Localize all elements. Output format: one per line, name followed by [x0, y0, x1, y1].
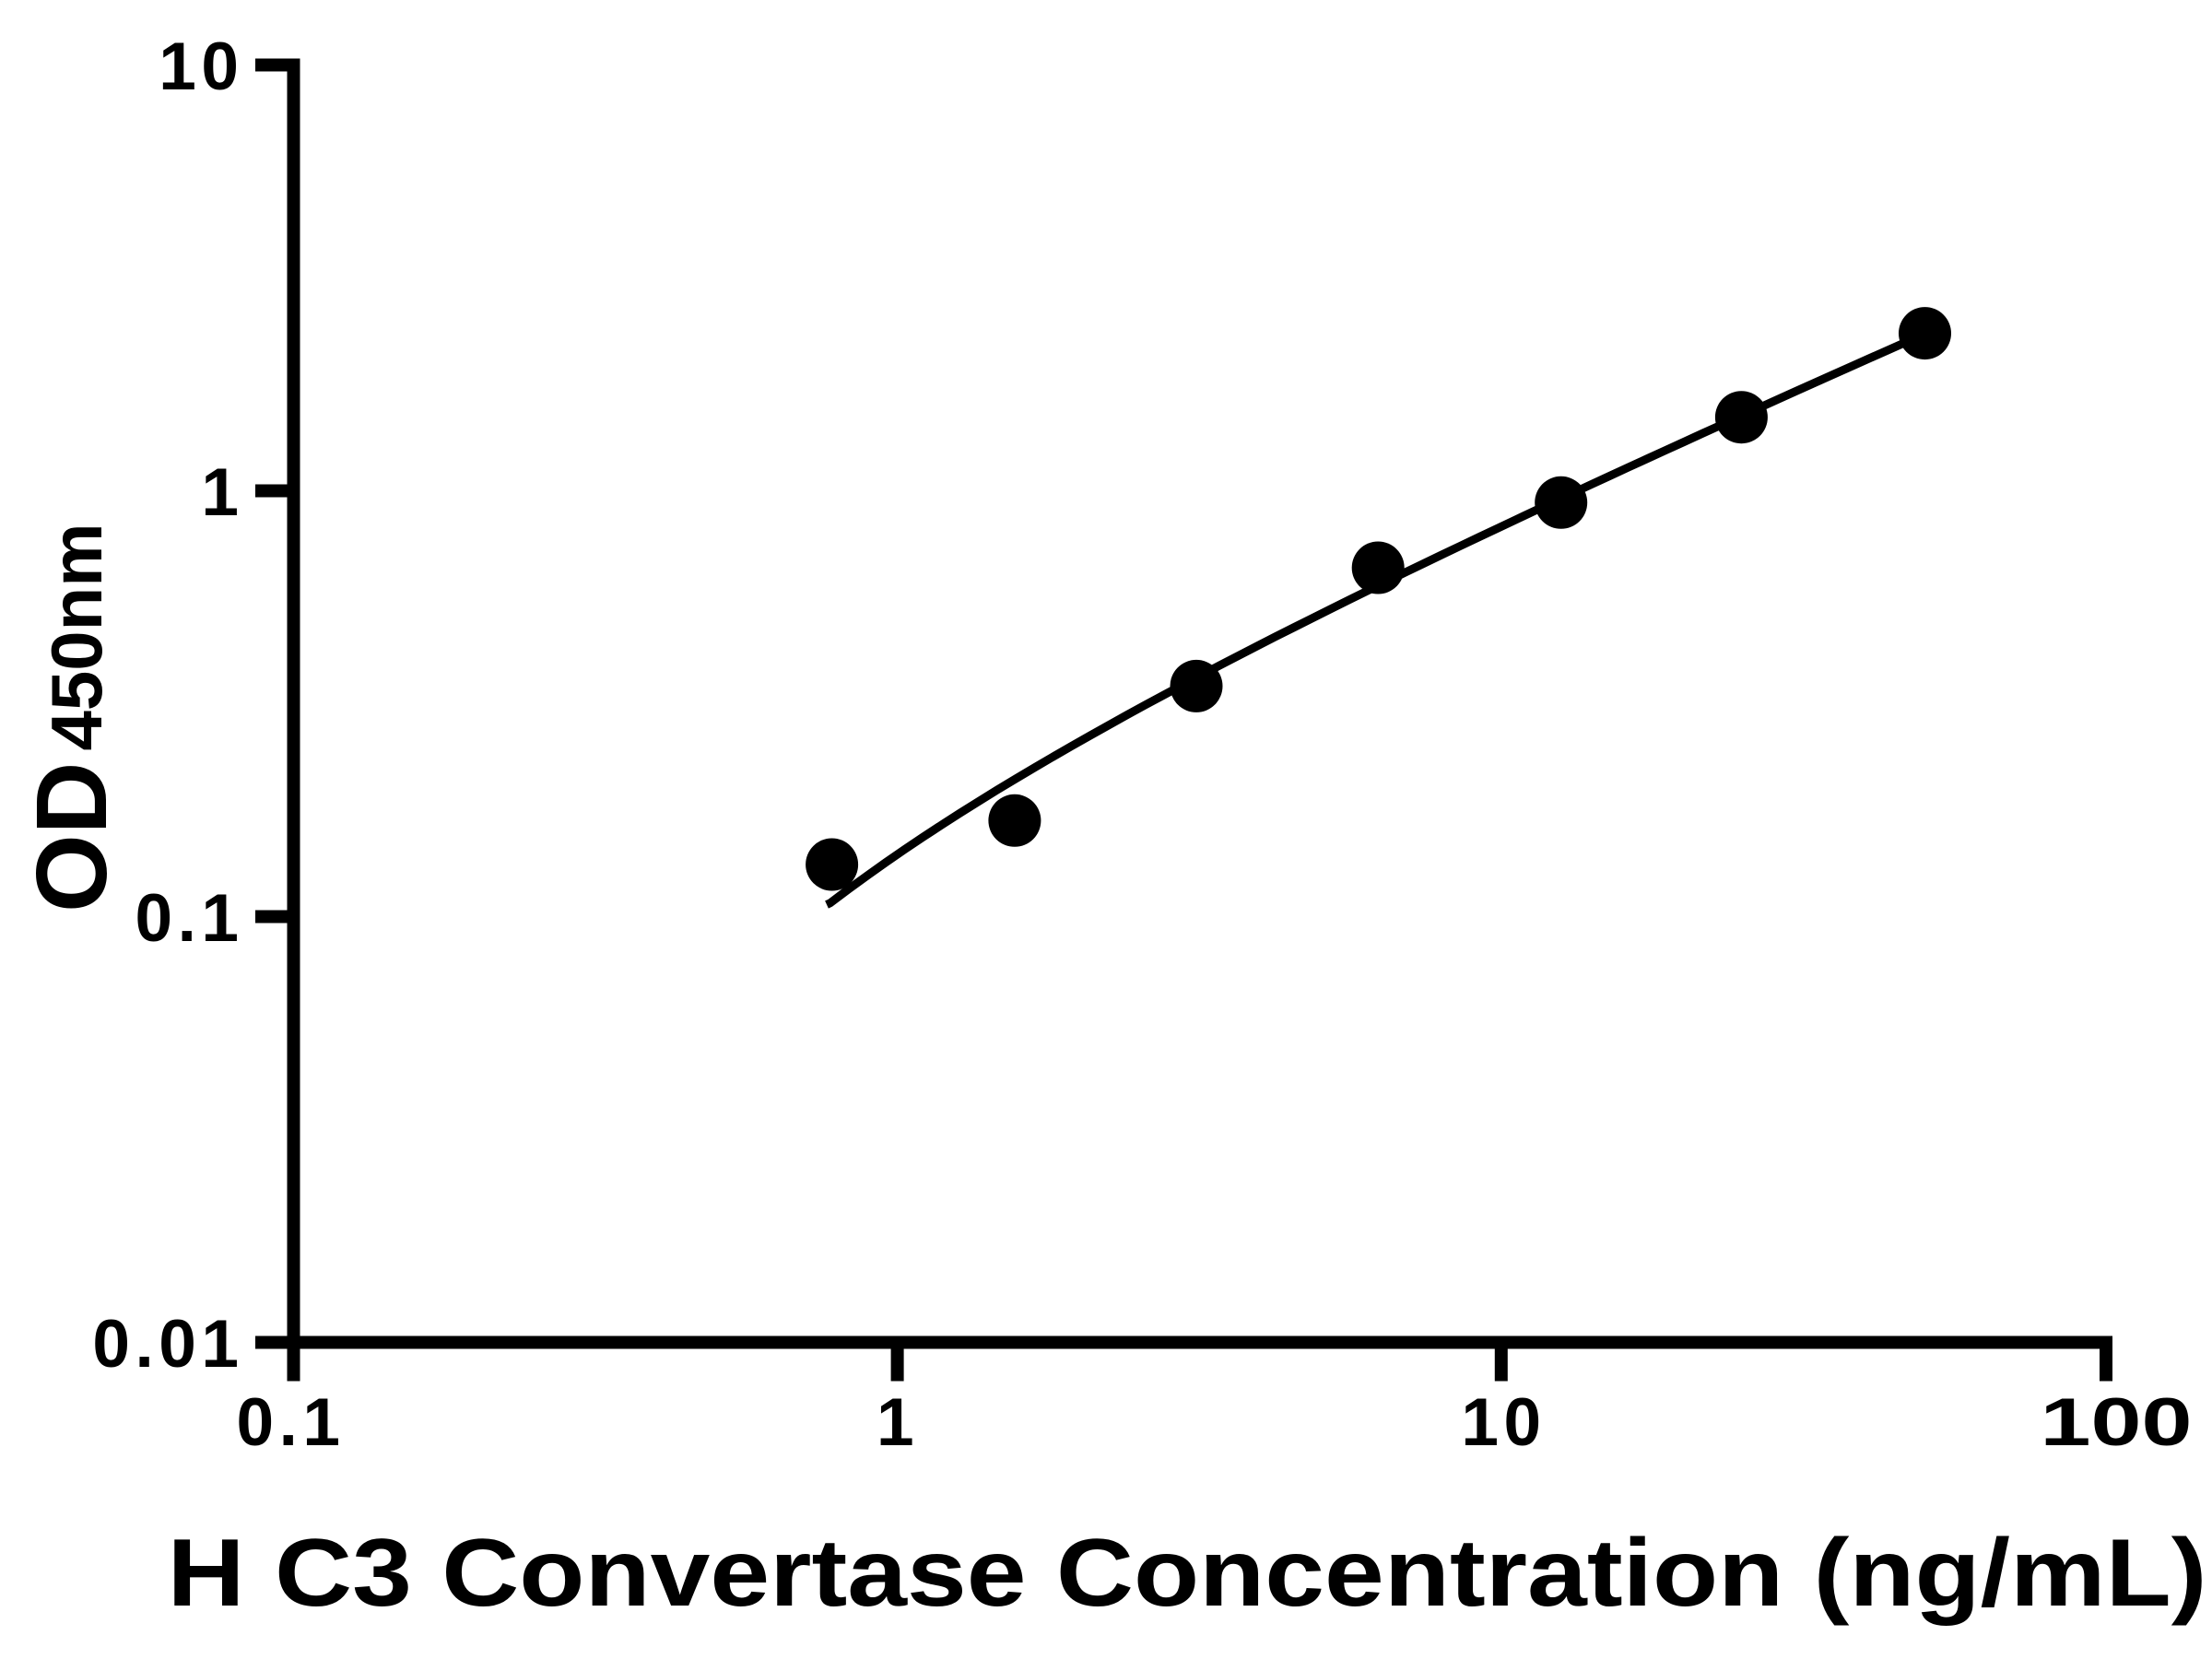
svg-text:1: 1 — [877, 1385, 919, 1460]
svg-text:0.01: 0.01 — [92, 1307, 243, 1382]
svg-text:H C3 Convertase Concentration: H C3 Convertase Concentration (ng/mL) — [168, 1520, 2207, 1627]
svg-text:0.1: 0.1 — [135, 881, 244, 956]
svg-text:1: 1 — [201, 455, 243, 530]
svg-text:0.1: 0.1 — [237, 1385, 346, 1460]
svg-text:10: 10 — [159, 29, 243, 104]
svg-text:10: 10 — [1461, 1385, 1546, 1460]
svg-text:100: 100 — [2041, 1385, 2193, 1460]
